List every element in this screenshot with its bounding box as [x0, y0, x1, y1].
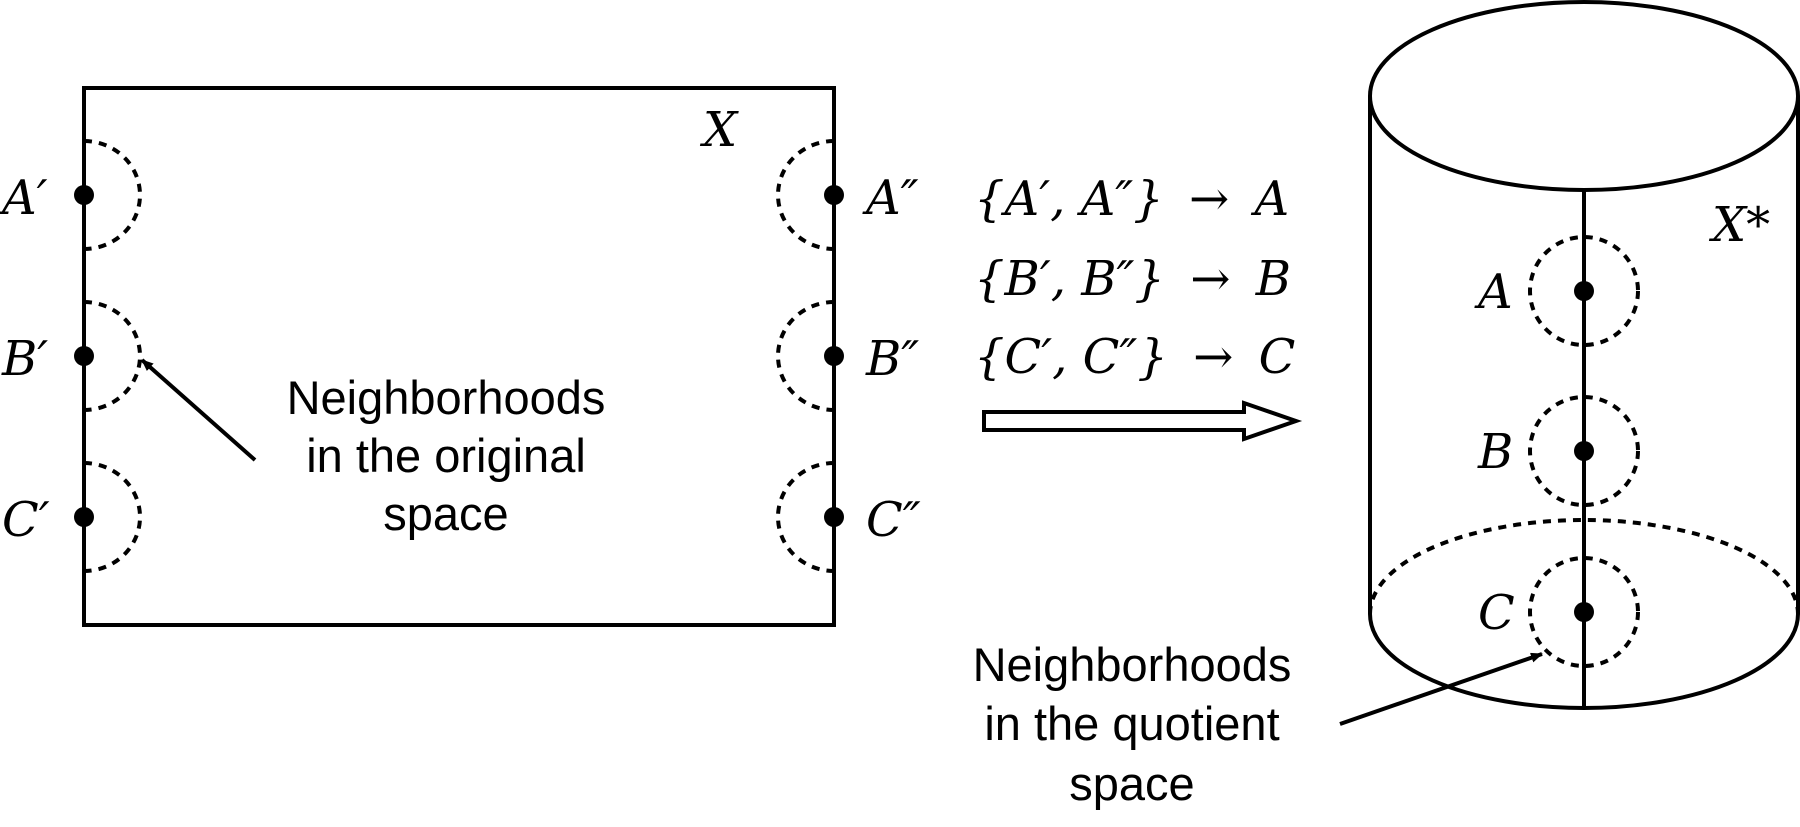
- neighborhood-a: [1528, 235, 1640, 347]
- neighborhood-b: [1528, 395, 1640, 507]
- mapping-rule-b: {B′, B″} → B: [974, 251, 1291, 307]
- point-b: [1574, 441, 1594, 461]
- label-b: B: [1477, 424, 1513, 480]
- point-a: [1574, 281, 1594, 301]
- label-a-prime: A′: [0, 170, 48, 226]
- label-b-prime: B′: [1, 331, 48, 387]
- quotient-caption-line-3: space: [1069, 757, 1194, 810]
- mapping-rule-a: {A′, A″} → A: [974, 171, 1289, 227]
- label-a: A: [1474, 264, 1513, 320]
- quotient-space: X* A B C Neighborhoods in the quotient s…: [973, 0, 1800, 810]
- point-c-prime: [74, 507, 94, 527]
- label-c: C: [1478, 585, 1515, 641]
- quotient-caption-line-2: in the quotient: [984, 697, 1279, 750]
- original-caption-line-1: Neighborhoods: [287, 371, 606, 424]
- point-a-double-prime: [824, 185, 844, 205]
- original-caption-line-3: space: [383, 487, 508, 540]
- cylinder-bottom-back: [1368, 518, 1800, 615]
- label-a-double-prime: A″: [862, 170, 919, 226]
- original-space: X A′ B′ C′ A″ B″ C″ Neighborhoods in the…: [0, 86, 921, 627]
- mapping: {A′, A″} → A {B′, B″} → B {C′, C″} → C: [974, 171, 1303, 442]
- quotient-space-label: X*: [1708, 197, 1770, 253]
- point-b-double-prime: [824, 346, 844, 366]
- point-b-prime: [74, 346, 94, 366]
- label-c-double-prime: C″: [866, 492, 921, 548]
- point-c-double-prime: [824, 507, 844, 527]
- neighborhood-c: [1528, 556, 1640, 668]
- original-space-rectangle: [82, 86, 836, 627]
- cylinder-top: [1368, 0, 1800, 192]
- label-c-prime: C′: [2, 492, 50, 548]
- label-b-double-prime: B″: [865, 331, 919, 387]
- quotient-map-arrow: [982, 400, 1303, 442]
- point-a-prime: [74, 185, 94, 205]
- quotient-caption-line-1: Neighborhoods: [973, 638, 1292, 691]
- original-caption-arrow: [140, 358, 257, 462]
- point-c: [1574, 602, 1594, 622]
- original-space-label: X: [699, 102, 739, 158]
- mapping-rule-c: {C′, C″} → C: [974, 329, 1295, 385]
- quotient-caption-arrow: [1339, 652, 1543, 726]
- original-caption-line-2: in the original: [306, 429, 586, 482]
